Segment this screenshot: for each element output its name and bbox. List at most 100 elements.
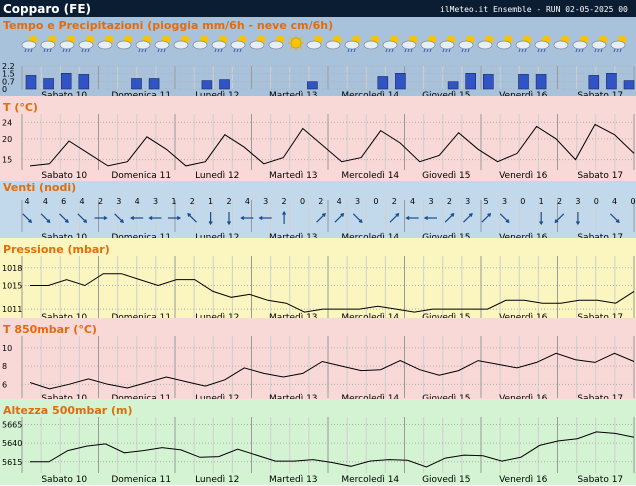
partly-cloudy-icon xyxy=(116,35,133,50)
rain-drop xyxy=(65,48,68,53)
wind-speed-label: 2 xyxy=(447,197,452,206)
day-label: Sabato 10 xyxy=(41,171,87,181)
wind-arrow xyxy=(187,213,197,223)
y-tick-label: 5665 xyxy=(2,420,22,429)
y-tick-label: 1018 xyxy=(2,264,22,273)
day-label: Mercoledì 14 xyxy=(341,171,399,181)
cloud-shape xyxy=(230,40,246,50)
cloud-shape xyxy=(363,40,379,50)
y-tick-label: 1.5 xyxy=(2,69,15,78)
rain-drop xyxy=(239,48,242,53)
cloud-shape xyxy=(59,40,75,50)
partly-cloudy-icon xyxy=(97,35,114,50)
rain-drop xyxy=(141,48,144,53)
cloud-shape xyxy=(458,40,474,50)
partly-cloudy-rain-icon xyxy=(591,35,608,53)
rain-drop xyxy=(410,48,413,53)
wind-arrow-head xyxy=(487,212,492,217)
panel-bg xyxy=(0,17,636,99)
precip-bar xyxy=(148,78,160,90)
y-tick-label: 1011 xyxy=(2,305,22,314)
header-bar xyxy=(0,0,636,17)
cloud-shape xyxy=(496,40,512,50)
partly-cloudy-icon xyxy=(553,35,570,50)
cloud-shape xyxy=(211,40,227,50)
wind-speed-label: 1 xyxy=(171,197,176,206)
partly-cloudy-icon xyxy=(306,35,323,50)
wind-speed-label: 4 xyxy=(245,197,250,206)
rain-drop xyxy=(575,48,578,53)
y-tick-label: 6 xyxy=(2,380,7,389)
pressure-panel-title: Pressione (mbar) xyxy=(3,243,110,256)
rain-drop xyxy=(543,48,546,53)
wind-arrow xyxy=(334,213,344,223)
rain-drop xyxy=(350,48,353,53)
cloud-shape xyxy=(515,40,531,50)
partly-cloudy-icon xyxy=(363,35,380,50)
y-tick-label: 5615 xyxy=(2,458,22,467)
precip-bar xyxy=(201,80,213,90)
cloud-shape xyxy=(591,40,607,50)
cloud-shape xyxy=(116,40,132,50)
wind-speed-label: 3 xyxy=(575,197,580,206)
precip-bar xyxy=(606,73,617,90)
rain-drop xyxy=(404,48,407,53)
rain-drop xyxy=(521,48,524,53)
wind-arrow-head xyxy=(423,215,428,221)
z500-panel-title: Altezza 500mbar (m) xyxy=(3,404,133,417)
rain-drop xyxy=(445,48,448,53)
partly-cloudy-rain-icon xyxy=(21,35,38,53)
day-label: Domenica 11 xyxy=(111,475,171,485)
pressure-line xyxy=(30,273,635,313)
rain-drop xyxy=(43,48,46,53)
wind-panel-title: Venti (nodi) xyxy=(3,181,76,194)
wind-arrow-head xyxy=(103,215,108,221)
rain-drop xyxy=(87,48,90,53)
rain-drop xyxy=(46,48,49,53)
rain-drop xyxy=(619,48,622,53)
wind-arrow-head xyxy=(46,219,51,224)
rain-drop xyxy=(613,48,616,53)
rain-drop xyxy=(24,48,27,53)
y-tick-label: 20 xyxy=(2,135,12,144)
day-label: Mercoledì 14 xyxy=(341,475,399,485)
wind-arrow-head xyxy=(28,219,33,224)
rain-drop xyxy=(217,48,220,53)
wind-speed-label: 0 xyxy=(630,197,635,206)
t850-line xyxy=(29,352,635,390)
y-tick-label: 15 xyxy=(2,156,12,165)
sun-ray xyxy=(299,36,303,40)
wind-speed-label: 6 xyxy=(61,197,66,206)
wind-speed-label: 4 xyxy=(80,197,85,206)
rain-drop xyxy=(385,48,388,53)
rain-drop xyxy=(518,48,521,53)
rain-drop xyxy=(600,48,603,53)
precip-bar xyxy=(377,76,389,90)
partly-cloudy-rain-icon xyxy=(572,35,589,53)
wind-speed-label: 4 xyxy=(612,197,617,206)
wind-speed-label: 4 xyxy=(410,197,415,206)
cloud-shape xyxy=(306,40,322,50)
wind-arrow-head xyxy=(405,215,410,221)
cloud-shape xyxy=(401,40,417,50)
partly-cloudy-rain-icon xyxy=(135,35,152,53)
wind-speed-label: 0 xyxy=(300,197,305,206)
rain-drop xyxy=(448,48,451,53)
precip-bar xyxy=(465,73,477,90)
wind-arrow xyxy=(40,213,51,223)
precip-bar xyxy=(25,75,37,90)
precip-bar xyxy=(219,79,230,90)
wind-speed-label: 4 xyxy=(135,197,140,206)
day-label: Sabato 10 xyxy=(41,475,87,485)
rain-drop xyxy=(388,48,391,53)
wind-speed-label: 2 xyxy=(226,197,231,206)
day-label: Venerdì 16 xyxy=(499,475,548,485)
rain-drop xyxy=(30,48,33,53)
partly-cloudy-rain-icon xyxy=(382,35,399,53)
wind-arrow-head xyxy=(615,219,620,224)
rain-drop xyxy=(163,48,166,53)
wind-arrow-head xyxy=(321,212,326,217)
partly-cloudy-icon xyxy=(192,35,209,50)
cloud-shape xyxy=(78,40,94,50)
wind-speed-label: 4 xyxy=(24,197,29,206)
